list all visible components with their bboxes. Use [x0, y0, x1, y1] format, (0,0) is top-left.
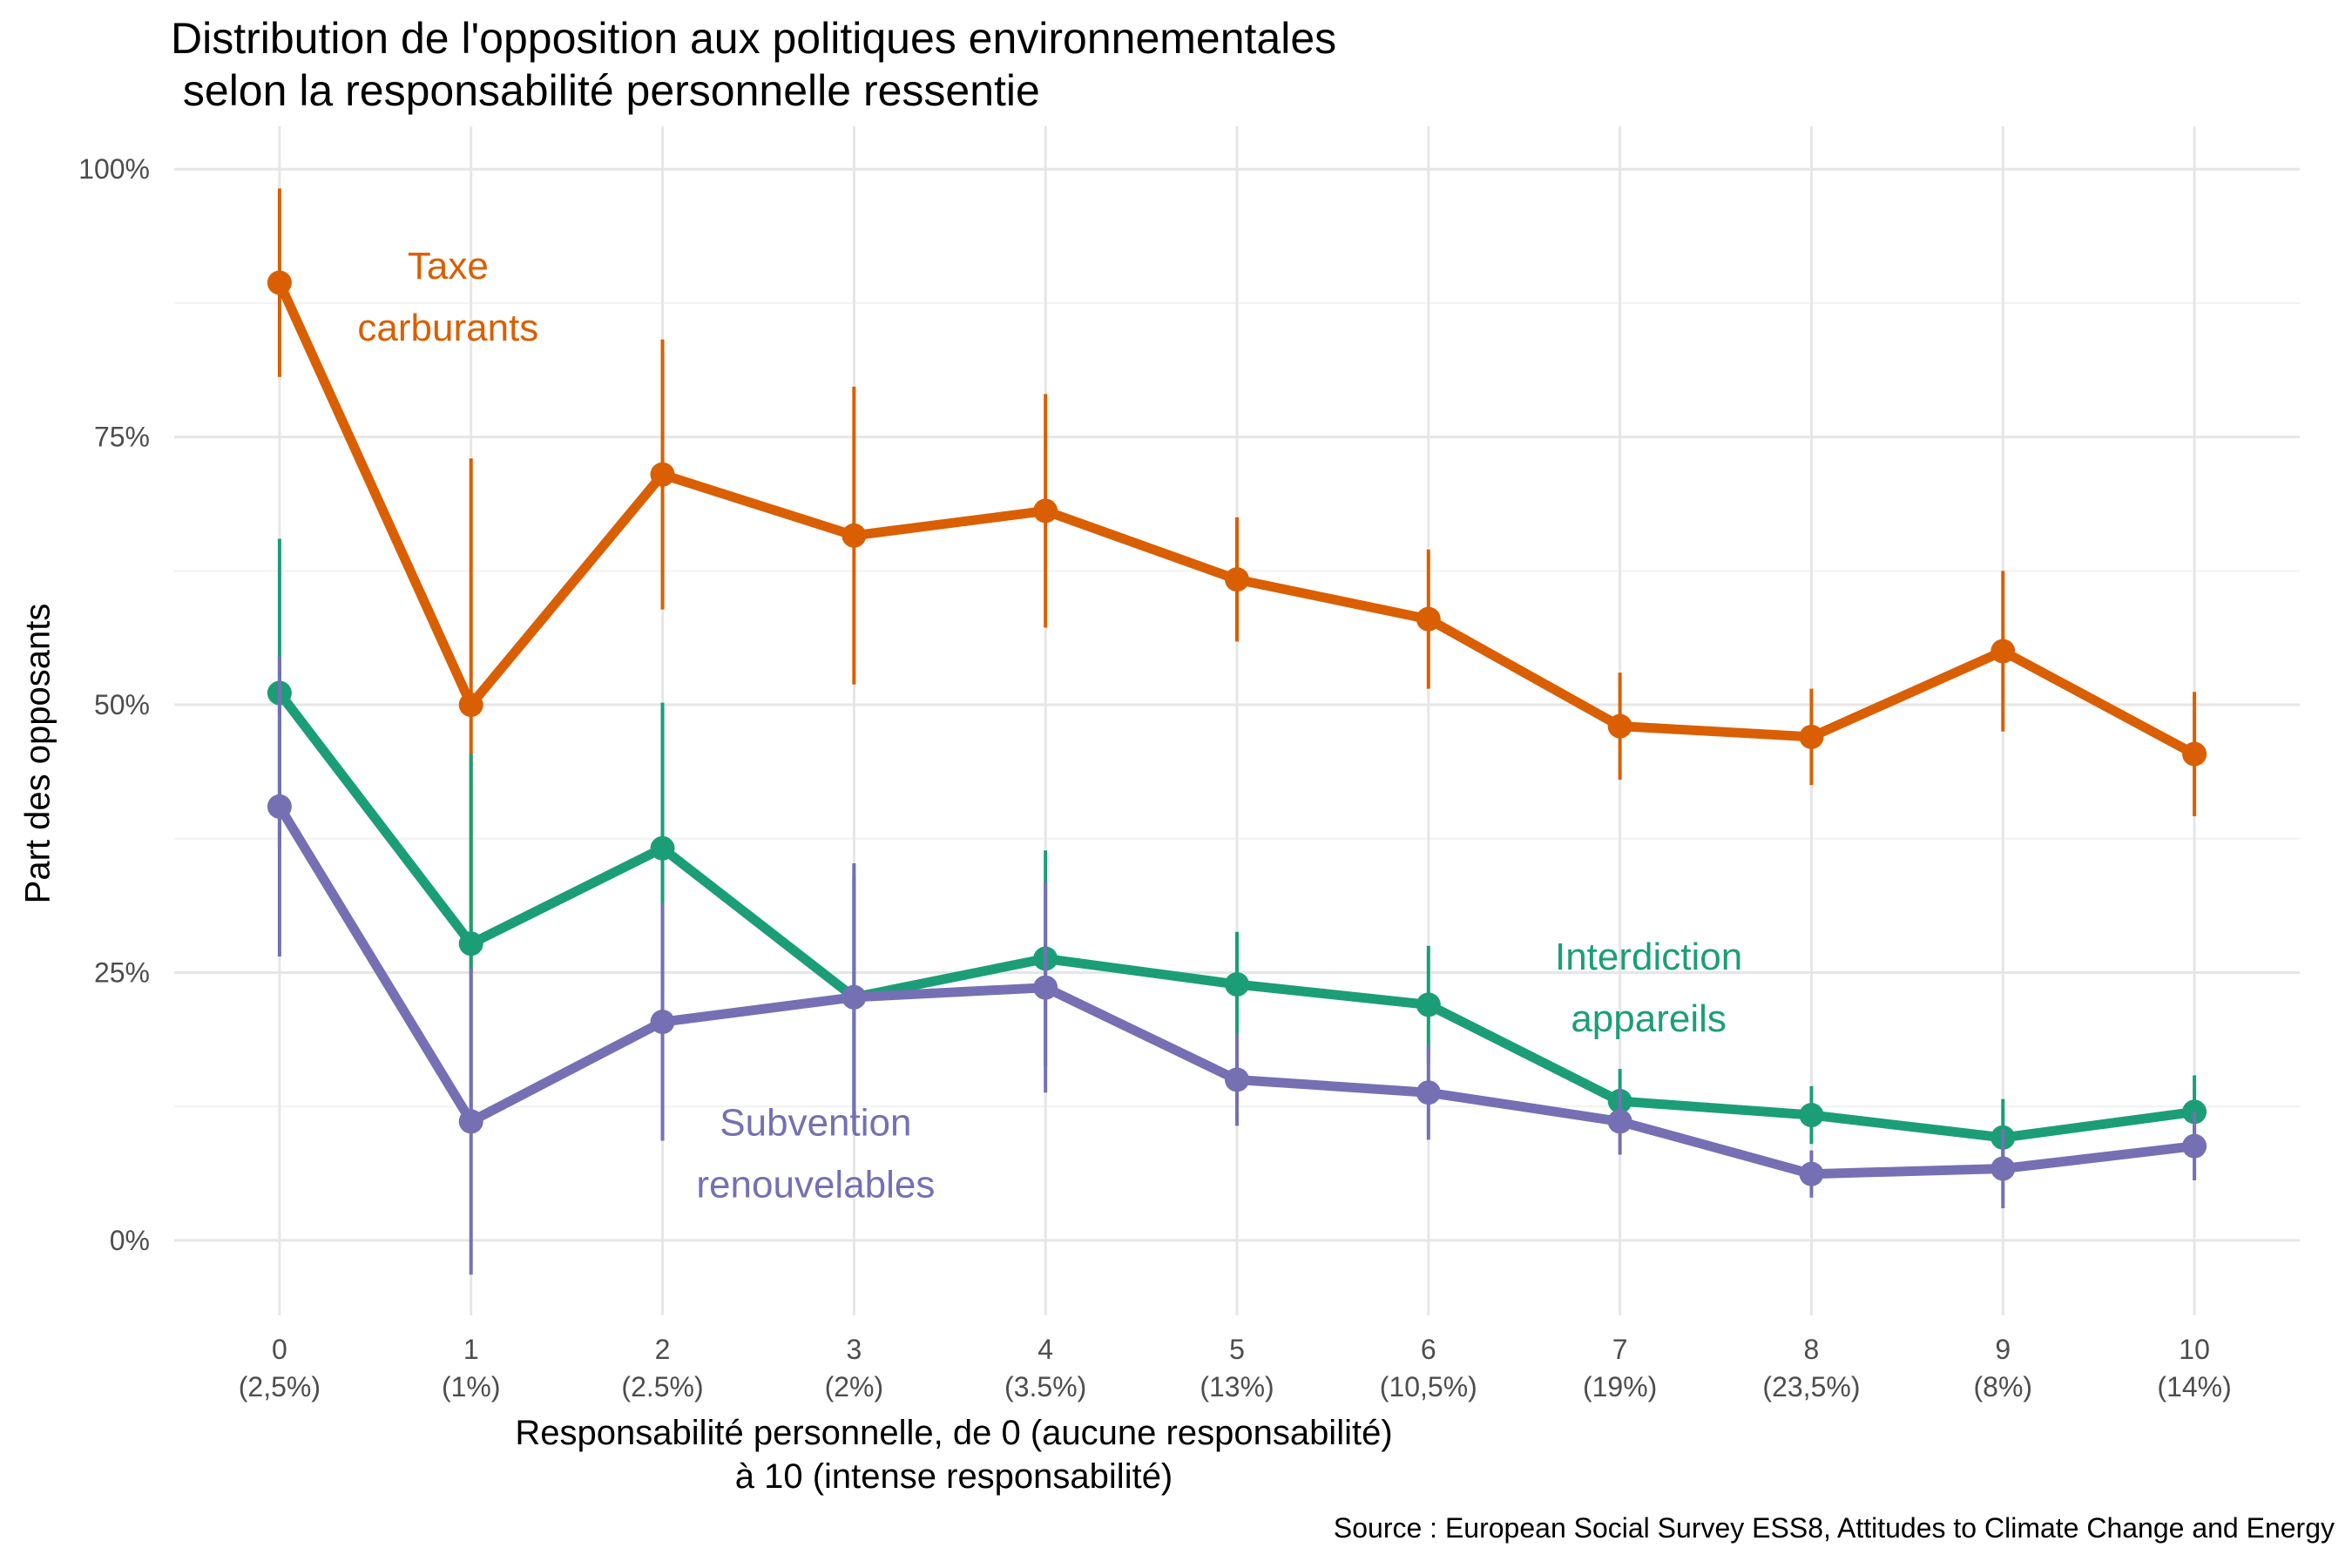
x-tick-sublabel: (13%) — [1200, 1371, 1274, 1402]
series-labels: Taxe carburants Interdiction appareils Subve… — [357, 245, 1742, 1206]
data-point — [650, 462, 675, 487]
x-axis-ticks: 0 (2,5%) 1 (1%) 2 (2.5%) 3 (2%) 4 (3.5%) 5 (13%) 6 (1… — [239, 1334, 2232, 1402]
y-tick-label: 100% — [78, 153, 150, 185]
chart-title-line1: Distribution de l'opposition aux politiq… — [171, 14, 1337, 63]
x-tick-label: 0 — [272, 1334, 287, 1365]
series-label-line: Subvention — [720, 1102, 911, 1145]
data-point — [267, 270, 292, 295]
data-point — [1416, 606, 1441, 632]
x-tick-label: 3 — [846, 1334, 862, 1365]
series-label: Subvention renouvelables — [696, 1102, 935, 1206]
series — [267, 188, 2207, 973]
data-point — [1225, 567, 1249, 592]
x-tick-sublabel: (2%) — [825, 1371, 884, 1402]
data-point — [1225, 972, 1249, 997]
data-point — [1416, 992, 1441, 1017]
x-tick-sublabel: (2.5%) — [621, 1371, 703, 1402]
series-label-line: renouvelables — [696, 1164, 935, 1206]
series-label-line: appareils — [1571, 997, 1727, 1040]
x-tick-label: 2 — [655, 1334, 671, 1365]
x-tick-sublabel: (23,5%) — [1762, 1371, 1860, 1402]
y-tick-label: 50% — [94, 689, 150, 720]
x-tick-label: 8 — [1804, 1334, 1820, 1365]
x-tick-sublabel: (8%) — [1973, 1371, 2032, 1402]
x-tick-label: 10 — [2179, 1334, 2210, 1365]
y-tick-label: 25% — [94, 956, 150, 988]
y-tick-label: 75% — [94, 422, 150, 453]
data-point — [1990, 639, 2016, 664]
series-label: Interdiction appareils — [1555, 936, 1742, 1040]
data-point — [650, 1010, 675, 1035]
x-tick-label: 1 — [463, 1334, 479, 1365]
x-tick-label: 7 — [1612, 1334, 1628, 1365]
series-label-line: Interdiction — [1555, 936, 1742, 978]
data-point — [1033, 498, 1058, 524]
y-axis-ticks: 0% 25% 50% 75% 100% — [78, 153, 150, 1256]
x-tick-label: 4 — [1037, 1334, 1053, 1365]
x-tick-sublabel: (19%) — [1583, 1371, 1657, 1402]
x-tick-label: 9 — [1995, 1334, 2011, 1365]
series-label-line: carburants — [357, 307, 538, 349]
x-tick-sublabel: (2,5%) — [239, 1371, 321, 1402]
data-point — [1799, 1103, 1824, 1128]
series-label-line: Taxe — [408, 245, 489, 287]
data-point — [458, 1109, 483, 1134]
data-point — [2182, 741, 2207, 767]
data-point — [841, 984, 867, 1010]
data-point — [458, 693, 483, 718]
chart-title-line2: selon la responsabilité personnelle ress… — [171, 66, 1040, 115]
x-tick-sublabel: (10,5%) — [1380, 1371, 1477, 1402]
data-point — [841, 523, 867, 548]
x-axis-label-line1: Responsabilité personnelle, de 0 (aucune… — [515, 1414, 1393, 1452]
series-layer — [267, 188, 2207, 1275]
y-axis-label: Part des opposants — [18, 603, 57, 904]
x-tick-sublabel: (1%) — [442, 1371, 501, 1402]
series — [267, 656, 2207, 1275]
data-point — [1799, 724, 1824, 749]
x-axis-label: Responsabilité personnelle, de 0 (aucune… — [515, 1411, 1392, 1498]
data-point — [1990, 1156, 2016, 1181]
data-point — [1225, 1067, 1249, 1092]
data-point — [1799, 1161, 1824, 1186]
x-tick-label: 6 — [1421, 1334, 1436, 1365]
x-tick-label: 5 — [1229, 1334, 1245, 1365]
data-point — [1416, 1080, 1441, 1105]
data-point — [267, 794, 292, 819]
data-point — [1033, 975, 1058, 1000]
chart-title: Distribution de l'opposition aux politiq… — [171, 12, 1336, 117]
y-tick-label: 0% — [110, 1225, 150, 1256]
source-caption: Source : European Social Survey ESS8, At… — [1333, 1512, 2335, 1544]
data-point — [458, 931, 483, 956]
data-point — [650, 835, 675, 861]
x-axis-label-line2: à 10 (intense responsabilité) — [734, 1457, 1173, 1496]
data-point — [1607, 1109, 1632, 1134]
x-tick-sublabel: (14%) — [2157, 1371, 2231, 1402]
data-point — [1607, 713, 1632, 739]
data-point — [2182, 1133, 2207, 1159]
series-label: Taxe carburants — [357, 245, 538, 349]
x-tick-sublabel: (3.5%) — [1004, 1371, 1086, 1402]
